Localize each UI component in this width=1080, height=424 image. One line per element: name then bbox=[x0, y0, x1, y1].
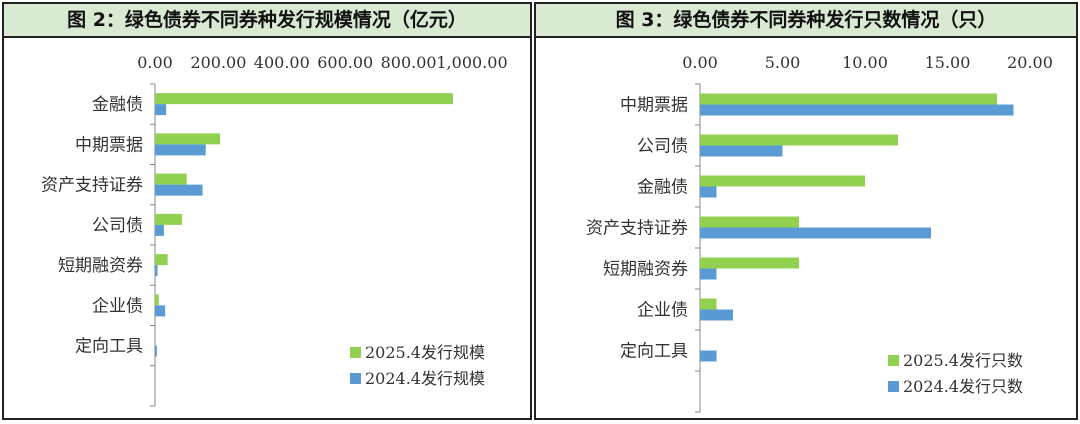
x-tick-label: 600.00 bbox=[317, 53, 373, 72]
legend-entry: 2024.4发行规模 bbox=[365, 369, 485, 388]
bar-2024-6 bbox=[155, 305, 166, 317]
bar-2024-4 bbox=[700, 227, 931, 239]
legend-swatch bbox=[350, 347, 361, 358]
bar-2025-4 bbox=[155, 213, 182, 225]
bar-2025-6 bbox=[700, 298, 717, 310]
category-label: 企业债 bbox=[637, 301, 688, 321]
legend-entry: 2024.4发行只数 bbox=[903, 377, 1023, 396]
bar-2025-2 bbox=[700, 134, 898, 146]
legend-swatch bbox=[888, 381, 899, 392]
legend-swatch bbox=[350, 373, 361, 384]
bar-2024-5 bbox=[155, 265, 158, 277]
bar-2025-6 bbox=[155, 294, 159, 306]
bar-2025-4 bbox=[700, 216, 799, 228]
bar-2024-3 bbox=[700, 186, 717, 198]
bar-2024-4 bbox=[155, 224, 164, 236]
bar-2024-6 bbox=[700, 309, 733, 321]
bar-2024-7 bbox=[700, 350, 717, 362]
bar-2025-3 bbox=[700, 175, 865, 187]
bar-2025-3 bbox=[155, 173, 187, 185]
x-tick-label: 0.00 bbox=[682, 53, 718, 72]
x-tick-label: 0.00 bbox=[137, 53, 173, 72]
bar-2024-5 bbox=[700, 268, 717, 280]
chart-panel-left: 图 2：绿色债券不同券种发行规模情况（亿元） 0.00 200.00 400.00 6… bbox=[2, 2, 532, 420]
bar-chart-issuance-count: 0.00 5.00 10.00 15.00 20.00 中期票据公司债金融债资产支持证券短… bbox=[586, 53, 1053, 413]
chart-panel-right: 图 3：绿色债券不同券种发行只数情况（只） 0.00 5.00 10.00 15.00… bbox=[534, 2, 1078, 420]
category-label: 公司债 bbox=[92, 216, 143, 236]
bar-2025-2 bbox=[155, 133, 220, 145]
x-tick-label: 5.00 bbox=[765, 53, 801, 72]
chart-title: 图 3：绿色债券不同券种发行只数情况（只） bbox=[536, 4, 1076, 38]
bar-2024-3 bbox=[155, 184, 203, 196]
category-label: 资产支持证券 bbox=[41, 176, 143, 196]
x-tick-label: 200.00 bbox=[190, 53, 246, 72]
chart-title: 图 2：绿色债券不同券种发行规模情况（亿元） bbox=[4, 4, 530, 38]
bar-2025-5 bbox=[155, 254, 168, 266]
legend-swatch bbox=[888, 355, 899, 366]
category-label: 定向工具 bbox=[75, 337, 143, 357]
bar-2025-1 bbox=[155, 93, 453, 105]
x-tick-label: 400.00 bbox=[254, 53, 310, 72]
x-tick-label: 1,000.00 bbox=[436, 53, 507, 72]
bar-2025-1 bbox=[700, 93, 997, 105]
category-label: 中期票据 bbox=[620, 96, 688, 116]
legend-entry: 2025.4发行只数 bbox=[903, 351, 1023, 370]
bar-2024-1 bbox=[155, 104, 167, 116]
x-tick-label: 15.00 bbox=[925, 53, 971, 72]
bar-2024-1 bbox=[700, 104, 1014, 116]
legend-entry: 2025.4发行规模 bbox=[365, 343, 485, 362]
category-label: 短期融资券 bbox=[58, 256, 143, 276]
category-label: 企业债 bbox=[92, 296, 143, 316]
category-label: 金融债 bbox=[637, 178, 688, 198]
bar-2024-2 bbox=[700, 145, 783, 157]
bar-2024-7 bbox=[155, 345, 157, 357]
category-label: 金融债 bbox=[92, 95, 143, 115]
bar-2024-2 bbox=[155, 144, 206, 156]
x-tick-label: 20.00 bbox=[1007, 53, 1053, 72]
category-label: 公司债 bbox=[637, 137, 688, 157]
category-label: 短期融资券 bbox=[603, 260, 688, 280]
x-tick-label: 10.00 bbox=[842, 53, 888, 72]
x-tick-label: 800.00 bbox=[381, 53, 437, 72]
bar-2025-5 bbox=[700, 257, 799, 269]
category-label: 定向工具 bbox=[620, 342, 688, 362]
category-label: 资产支持证券 bbox=[586, 219, 688, 239]
category-label: 中期票据 bbox=[75, 135, 143, 155]
bar-chart-issuance-scale: 0.00 200.00 400.00 600.00 800.00 1,000.00 金融债中… bbox=[41, 53, 508, 407]
